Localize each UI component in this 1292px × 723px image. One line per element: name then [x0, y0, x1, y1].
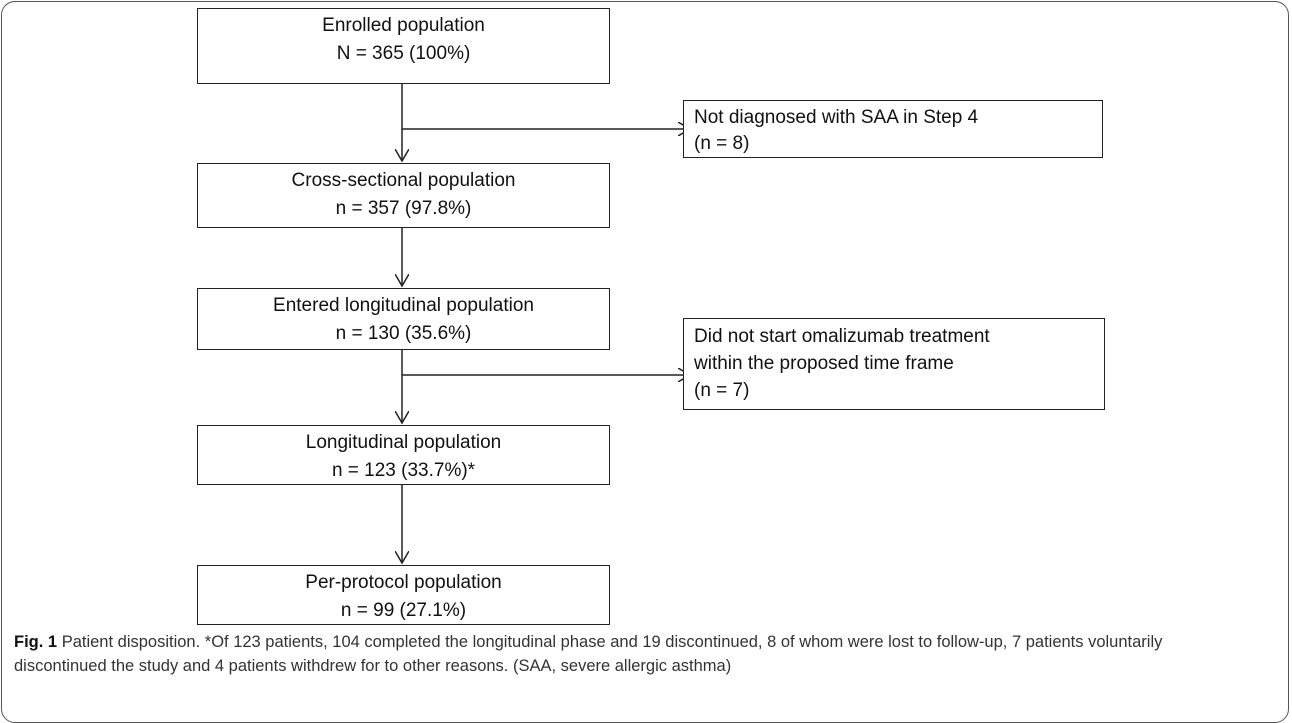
- node-line: Cross-sectional population: [291, 170, 516, 191]
- node: Cross-sectional population n = 357 (97.8%…: [197, 163, 610, 228]
- node-line: (n = 7): [694, 380, 750, 401]
- caption-label: Fig. 1: [14, 633, 58, 651]
- node-line: Not diagnosed with SAA in Step 4: [694, 107, 979, 128]
- caption: Fig. 1 Patient disposition. *Of 123 pati…: [14, 630, 1254, 678]
- node: Did not start omalizumab treatment within…: [683, 318, 1105, 410]
- node: Enrolled population N = 365 (100%): [197, 8, 610, 84]
- node: Not diagnosed with SAA in Step 4 (n = 8): [683, 100, 1103, 158]
- node-line: n = 130 (35.6%): [335, 323, 472, 344]
- node: Longitudinal population n = 123 (33.7%)*: [197, 425, 610, 485]
- node-line: (n = 8): [694, 133, 750, 154]
- node-line: n = 123 (33.7%)*: [331, 460, 476, 481]
- node-line: n = 357 (97.8%): [335, 198, 472, 219]
- node: Per-protocol population n = 99 (27.1%): [197, 565, 610, 625]
- caption-text: Patient disposition. *Of 123 patients, 1…: [14, 633, 1163, 675]
- node-line: within the proposed time frame: [694, 353, 954, 374]
- node-line: Entered longitudinal population: [273, 295, 534, 316]
- node-line: N = 365 (100%): [336, 43, 471, 64]
- node-line: Longitudinal population: [305, 432, 502, 453]
- connectors: [0, 84, 1292, 706]
- node-line: n = 99 (27.1%): [340, 600, 467, 621]
- node-line: Did not start omalizumab treatment: [694, 326, 990, 347]
- node-line: Enrolled population: [322, 15, 485, 36]
- node-line: Per-protocol population: [305, 572, 502, 593]
- node: Entered longitudinal population n = 130 (…: [197, 288, 610, 350]
